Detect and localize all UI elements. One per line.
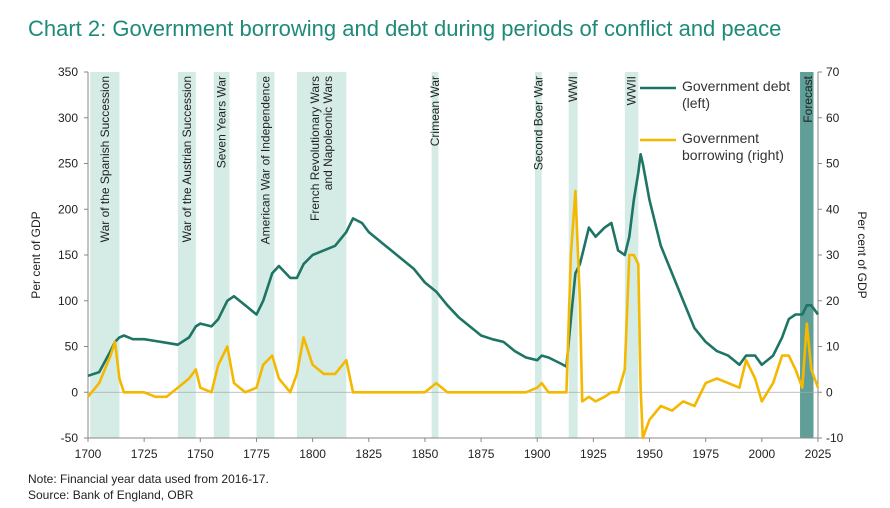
- war-period: [534, 72, 542, 438]
- war-period: [177, 72, 196, 438]
- x-tick-label: 1700: [75, 447, 102, 461]
- y-tick-label: 250: [58, 157, 78, 171]
- y2-tick-label: 50: [826, 157, 840, 171]
- series-line: [86, 189, 820, 440]
- x-tick-label: 1825: [355, 447, 382, 461]
- y2-tick-label: 30: [826, 248, 840, 262]
- y-tick-label: 50: [65, 340, 79, 354]
- y-tick-label: 350: [58, 65, 78, 79]
- war-period: [431, 72, 439, 438]
- y2-tick-label: 40: [826, 202, 840, 216]
- x-tick-label: 1750: [187, 447, 214, 461]
- period-label: War of the Austrian Succession: [180, 76, 194, 242]
- y2-tick-label: 60: [826, 111, 840, 125]
- forecast-label: Forecast: [801, 75, 815, 122]
- y-tick-label: -50: [61, 431, 79, 445]
- x-tick-label: 2025: [805, 447, 832, 461]
- war-period: [213, 72, 230, 438]
- series-line: [87, 153, 820, 378]
- legend-label: Government debt (left): [682, 78, 791, 111]
- x-tick-label: 1950: [636, 447, 663, 461]
- period-label: French Revolutionary Wars: [308, 76, 322, 221]
- period-label: WWI: [566, 76, 580, 102]
- period-label: Seven Years War: [215, 76, 229, 168]
- y2-tick-label: 10: [826, 340, 840, 354]
- war-period: [568, 72, 578, 438]
- y-tick-label: 150: [58, 248, 78, 262]
- period-label: Second Boer War: [531, 76, 545, 170]
- y-tick-label: 100: [58, 294, 78, 308]
- x-tick-label: 1875: [468, 447, 495, 461]
- x-tick-label: 1925: [580, 447, 607, 461]
- period-label: Crimean War: [428, 76, 442, 146]
- x-tick-label: 1775: [243, 447, 270, 461]
- source: Source: Bank of England, OBR: [28, 488, 194, 502]
- chart-title: Chart 2: Government borrowing and debt d…: [28, 16, 781, 41]
- x-tick-label: 1975: [692, 447, 719, 461]
- war-period: [90, 72, 120, 438]
- y-tick-label: 0: [71, 385, 78, 399]
- y2-tick-label: 70: [826, 65, 840, 79]
- period-label: War of the Spanish Succession: [98, 76, 112, 242]
- period-label: WWII: [625, 76, 639, 105]
- x-tick-label: 1800: [299, 447, 326, 461]
- y2-tick-label: 20: [826, 294, 840, 308]
- period-label: and Napoleonic Wars: [321, 76, 335, 190]
- y-axis-label: Per cent of GDP: [29, 211, 43, 298]
- y2-axis-label: Per cent of GDP: [855, 211, 869, 298]
- note: Note: Financial year data used from 2016…: [28, 472, 269, 486]
- y-tick-label: 200: [58, 202, 78, 216]
- y2-tick-label: -10: [826, 431, 844, 445]
- x-tick-label: 2000: [748, 447, 775, 461]
- x-tick-label: 1725: [131, 447, 158, 461]
- war-period: [296, 72, 347, 438]
- period-label: American War of Independence: [258, 76, 272, 245]
- x-tick-label: 1850: [412, 447, 439, 461]
- y2-tick-label: 0: [826, 385, 833, 399]
- legend-label: Government borrowing (right): [682, 130, 784, 163]
- war-period: [256, 72, 275, 438]
- x-tick-label: 1900: [524, 447, 551, 461]
- y-tick-label: 300: [58, 111, 78, 125]
